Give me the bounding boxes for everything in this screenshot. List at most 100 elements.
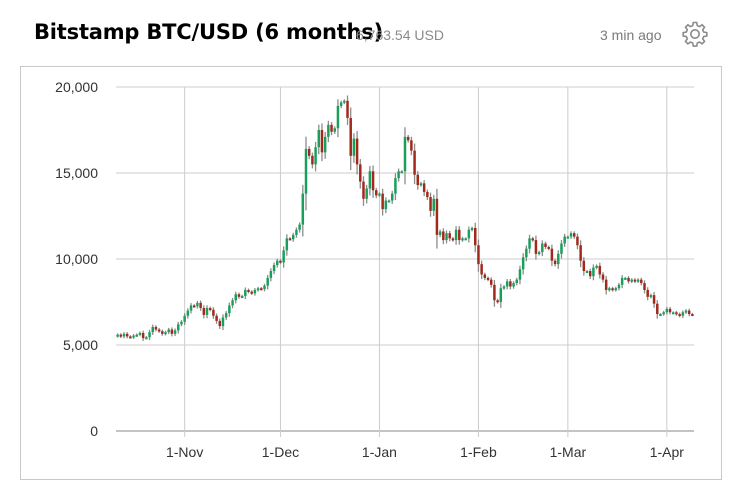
candle-body [323,136,327,153]
candle-body [505,281,509,287]
candle-body [295,229,298,235]
candle-body [141,332,145,339]
candle-body [291,234,295,240]
candle-body [563,236,566,244]
candle-body [531,238,534,241]
candle-body [416,174,420,186]
candle-body [486,277,490,280]
candle-body [620,277,624,285]
candle-body [330,124,333,132]
candle-body [665,308,669,313]
candle-body [129,336,132,339]
x-tick-label: 1-Jan [362,444,397,460]
candle-body [349,117,352,156]
chart-title: Bitstamp BTC/USD (6 months) [34,20,383,44]
candle-body [662,312,665,315]
candle-body [649,295,653,298]
candle-body [186,310,190,316]
candle-body [406,136,410,141]
candle-body [212,309,215,316]
candle-body [122,333,126,337]
candle-body [151,326,154,333]
candle-body [496,300,499,303]
candle-body [263,285,266,290]
candle-body [384,200,388,210]
candle-body [145,337,148,340]
candle-body [652,295,656,304]
candle-body [192,305,196,308]
candle-body [279,260,282,263]
candle-body [132,335,135,338]
y-tick-label: 5,000 [63,337,98,353]
candle-body [234,294,237,301]
candle-body [576,236,579,246]
candle-body [544,243,547,247]
candle-body [579,245,582,261]
candle-body [362,181,365,199]
candle-body [135,334,139,337]
candle-body [237,294,241,297]
candle-body [438,231,442,235]
candle-body [442,231,445,241]
candle-body [550,248,554,261]
current-price: 6,763.54 USD [356,27,444,43]
candle-body [518,269,522,280]
last-updated: 3 min ago [600,27,662,43]
candle-body [509,281,512,287]
candle-body [390,193,394,201]
candle-body [119,334,123,337]
candle-body [218,320,222,327]
candle-body [426,191,429,198]
candle-body [451,238,455,241]
candle-body [285,238,289,251]
candle-body [480,264,483,275]
candle-body [260,288,263,291]
candle-body [633,279,637,282]
candle-body [298,224,301,230]
candle-body [320,130,324,153]
candle-body [183,315,186,322]
candle-body [125,333,129,337]
candle-body [608,288,611,291]
candle-body [413,150,416,175]
candle-body [611,288,614,291]
x-tick-label: 1-Apr [650,444,685,460]
candle-body [196,302,199,307]
candle-body [448,233,451,239]
candle-body [359,164,362,182]
candle-body [432,198,435,211]
candle-body [541,243,544,253]
candle-body [208,308,212,311]
candle-body [566,236,570,239]
gear-icon[interactable] [681,20,709,48]
candle-body [646,289,649,297]
candle-body [569,233,573,237]
price-chart[interactable]: 0 5,000 10,000 15,000 20,000 1-Nov 1-Dec 1-Jan 1… [21,67,721,479]
candle-body [458,229,461,241]
chart-header: Bitstamp BTC/USD (6 months) 6,763.54 USD… [0,0,742,66]
candle-body [346,100,349,118]
candle-body [537,252,541,255]
candle-body [231,300,234,306]
candle-body [515,279,519,284]
x-tick-label: 1-Mar [550,444,587,460]
candle-body [205,308,209,315]
candle-body [311,155,314,165]
candle-body [470,228,474,231]
candle-body [445,233,448,241]
candle-body [630,279,633,282]
candle-body [333,128,336,132]
candle-body [604,279,608,290]
candle-body [464,238,467,241]
candle-body [301,193,305,225]
x-tick-label: 1-Nov [166,444,203,460]
y-tick-label: 0 [90,423,98,439]
candle-body [365,188,368,199]
candle-body [627,277,630,282]
candle-body [681,312,685,316]
candle-body [643,283,646,290]
candle-body [419,183,423,186]
x-tick-label: 1-Feb [460,444,497,460]
candle-body [691,314,694,317]
candle-body [687,310,691,315]
